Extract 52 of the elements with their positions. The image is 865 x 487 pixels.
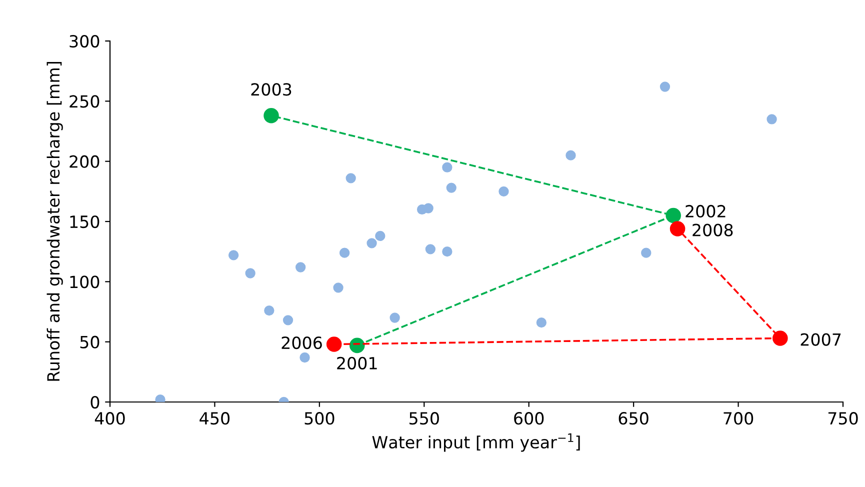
point <box>228 250 239 260</box>
y-axis-title: Runoff and grondwater recharge [mm] <box>46 62 63 381</box>
y-tick-label: 250 <box>70 95 100 108</box>
point <box>423 203 434 214</box>
y-tick-label: 0 <box>90 396 100 409</box>
x-tick-label: 400 <box>94 412 125 425</box>
annotation: 2006 <box>282 336 322 350</box>
annotation: 2008 <box>692 224 733 236</box>
point <box>366 238 377 248</box>
point <box>446 182 456 193</box>
point <box>264 305 274 316</box>
y-tick-label: 50 <box>80 336 100 348</box>
point <box>300 352 310 363</box>
annotation: 2002 <box>686 204 726 218</box>
x-tick-label: 650 <box>618 412 648 425</box>
point <box>498 186 509 197</box>
point <box>155 394 166 402</box>
point <box>442 162 452 172</box>
annotation: 2003 <box>251 83 292 96</box>
point <box>566 150 576 160</box>
point <box>666 208 681 224</box>
x-tick-label: 550 <box>410 412 439 425</box>
annotation: 2001 <box>337 356 377 370</box>
x-tick-label: 750 <box>828 412 858 425</box>
point <box>660 82 670 92</box>
point <box>264 108 279 124</box>
point <box>766 114 777 124</box>
point <box>333 282 344 293</box>
point <box>670 221 686 236</box>
y-tick-label: 100 <box>70 276 100 288</box>
x-axis-title: Water input [mm year$^{−1}$] <box>372 433 580 452</box>
y-tick-label: 200 <box>70 155 100 168</box>
x-tick-label: 600 <box>514 412 544 425</box>
annotation: 2007 <box>800 333 841 346</box>
x-tick-label: 450 <box>200 412 230 425</box>
point <box>346 173 356 184</box>
x-tick-label: 700 <box>724 412 754 425</box>
point <box>772 330 788 346</box>
point <box>390 312 400 323</box>
point <box>641 248 652 258</box>
y-tick-label: 150 <box>70 215 100 228</box>
point <box>326 336 342 352</box>
point <box>425 244 436 254</box>
x-tick-label: 500 <box>304 412 334 425</box>
point <box>536 317 547 328</box>
point <box>442 246 452 257</box>
y-tick-label: 300 <box>70 34 100 48</box>
point <box>375 230 386 242</box>
point <box>245 268 256 278</box>
point <box>282 315 294 326</box>
point <box>339 248 350 258</box>
point <box>295 262 306 272</box>
